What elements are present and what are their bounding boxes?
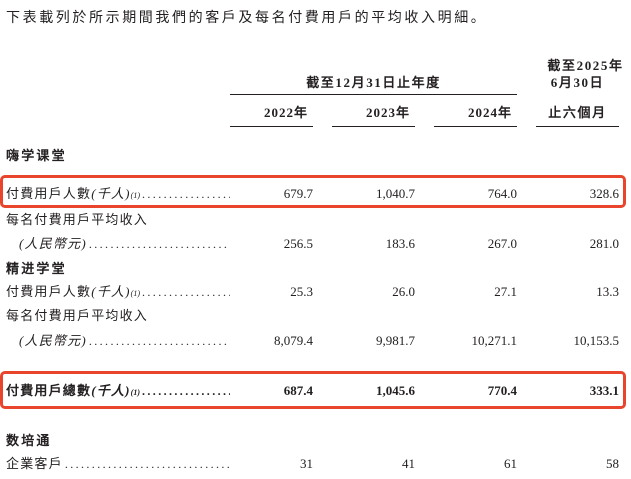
row-label-unit: (人民幣元): [19, 236, 87, 251]
value-cell: 267.0: [487, 236, 517, 251]
interim-period-line1: 截至2025年: [547, 58, 624, 73]
row-label: 付費用戶人數: [6, 186, 92, 201]
value-cell: 61: [504, 456, 517, 471]
table-header-row-3: 2022年 2023年 2024年 止六個月: [6, 102, 619, 127]
interim-period-line2: 6月30日: [550, 75, 605, 90]
row-label: 每名付費用戶平均收入: [6, 212, 149, 227]
value-cell: 770.4: [487, 383, 517, 398]
value-cell: 25.3: [290, 284, 313, 299]
value-cell: 58: [606, 456, 619, 471]
footnote-ref: (1): [130, 191, 140, 200]
table-row-total-paying-users: 付費用戶總數(千人)(1) ..........................…: [6, 380, 619, 399]
value-cell: 1,045.6: [376, 383, 415, 398]
value-cell: 31: [300, 456, 313, 471]
table-row-arppu-values-jingjin: (人民幣元) .................................…: [6, 330, 619, 349]
dot-leader: ........................................…: [142, 285, 230, 299]
row-label: 每名付費用戶平均收入: [6, 308, 149, 323]
value-cell: 13.3: [596, 284, 619, 299]
value-cell: 328.6: [589, 186, 619, 201]
section-title-haixue: 嗨学课堂: [6, 148, 67, 163]
value-cell: 679.7: [283, 186, 313, 201]
table-row-enterprise-customers: 企業客戶 ...................................…: [6, 453, 619, 472]
section-title-shupeitong: 数培通: [6, 433, 52, 448]
table-header-row-2: 截至12月31日止年度 6月30日: [6, 72, 619, 95]
value-cell: 41: [402, 456, 415, 471]
value-cell: 9,981.7: [376, 333, 415, 348]
value-cell: 1,040.7: [376, 186, 415, 201]
value-cell: 256.5: [283, 236, 313, 251]
column-header-2023: 2023年: [332, 102, 415, 127]
row-label-paren: (千人): [91, 186, 131, 201]
dot-leader: ........................................…: [142, 384, 230, 398]
value-cell: 764.0: [487, 186, 517, 201]
value-cell: 10,271.1: [471, 333, 518, 348]
footnote-ref: (1): [130, 289, 140, 298]
dot-leader: ........................................…: [88, 334, 230, 348]
row-label: 付費用戶總數: [6, 383, 92, 398]
table-row-arppu-values-haixue: (人民幣元) .................................…: [6, 233, 619, 252]
row-label: 企業客戶: [6, 456, 63, 471]
section-title-jingjin: 精进学堂: [6, 261, 67, 276]
dot-leader: ........................................…: [142, 187, 230, 201]
value-cell: 26.0: [392, 284, 415, 299]
value-cell: 8,079.4: [274, 333, 313, 348]
table-row-arppu-label-haixue: 每名付費用戶平均收入: [6, 209, 619, 228]
footnote-ref: (1): [130, 388, 140, 397]
value-cell: 10,153.5: [573, 333, 620, 348]
dot-leader: ........................................…: [88, 237, 230, 251]
intro-text: 下表載列於所示期間我們的客戶及每名付費用戶的平均收入明細。: [6, 11, 488, 26]
table-row-arppu-label-jingjin: 每名付費用戶平均收入: [6, 305, 619, 324]
table-header-row-1: 截至2025年: [6, 55, 622, 74]
year-group-header: 截至12月31日止年度: [230, 72, 517, 95]
row-label: 付費用戶人數: [6, 284, 92, 299]
column-header-2022: 2022年: [230, 102, 313, 127]
column-header-2024: 2024年: [434, 102, 517, 127]
value-cell: 27.1: [494, 284, 517, 299]
value-cell: 281.0: [589, 236, 619, 251]
dot-leader: ........................................…: [64, 457, 230, 471]
row-label-paren: (千人): [91, 284, 131, 299]
table-row-paying-users-jingjin: 付費用戶人數(千人)(1) ..........................…: [6, 281, 619, 300]
row-label-unit: (人民幣元): [19, 333, 87, 348]
value-cell: 333.1: [589, 383, 619, 398]
table-row-paying-users-haixue: 付費用戶人數(千人)(1) ..........................…: [6, 183, 619, 202]
value-cell: 687.4: [283, 383, 313, 398]
value-cell: 183.6: [385, 236, 415, 251]
row-label-paren: (千人): [91, 383, 131, 398]
interim-period-line3: 止六個月: [536, 102, 619, 127]
